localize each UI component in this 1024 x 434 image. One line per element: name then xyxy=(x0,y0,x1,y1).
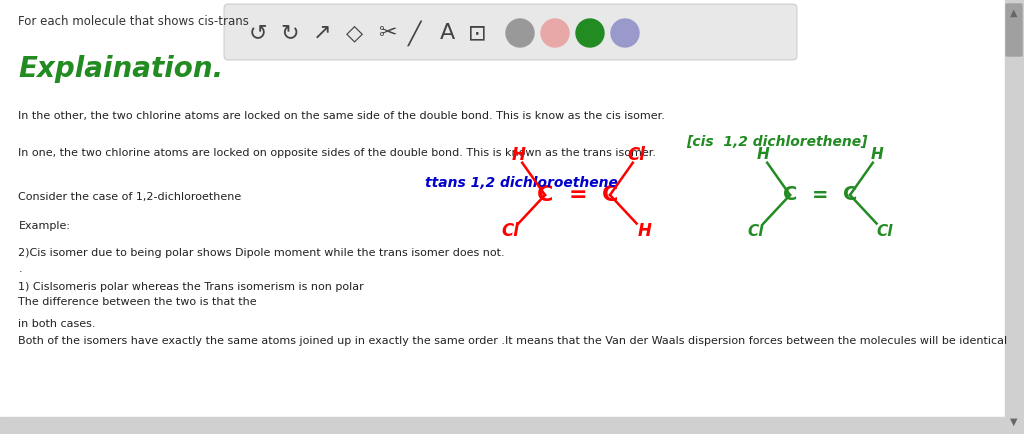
Bar xyxy=(0,417,1005,434)
Text: H: H xyxy=(638,223,651,240)
Text: Cl: Cl xyxy=(877,224,893,239)
Text: Cl: Cl xyxy=(502,223,519,240)
Text: H: H xyxy=(511,146,525,164)
Text: ╱: ╱ xyxy=(409,20,422,46)
Text: ↻: ↻ xyxy=(281,23,299,43)
Text: ◇: ◇ xyxy=(346,23,364,43)
Text: H: H xyxy=(757,147,770,162)
Text: C: C xyxy=(782,185,798,204)
Text: ✂: ✂ xyxy=(378,23,396,43)
Text: H: H xyxy=(870,147,883,162)
FancyBboxPatch shape xyxy=(1006,4,1022,56)
Text: For each molecule that shows cis-trans: For each molecule that shows cis-trans xyxy=(18,15,249,28)
Text: Example:: Example: xyxy=(18,221,71,231)
FancyBboxPatch shape xyxy=(224,4,797,60)
Text: ⊡: ⊡ xyxy=(468,23,486,43)
Text: Consider the case of 1,2-dichloroethene: Consider the case of 1,2-dichloroethene xyxy=(18,192,242,202)
Circle shape xyxy=(575,19,604,47)
Text: 2)Cis isomer due to being polar shows Dipole moment while the trans isomer does : 2)Cis isomer due to being polar shows Di… xyxy=(18,248,505,258)
Text: ↗: ↗ xyxy=(312,23,332,43)
Bar xyxy=(1005,0,1024,434)
Text: ▲: ▲ xyxy=(1011,8,1018,18)
Text: =: = xyxy=(568,185,587,205)
Text: C: C xyxy=(843,185,857,204)
Text: .: . xyxy=(18,264,23,274)
Text: In the other, the two chlorine atoms are locked on the same side of the double b: In the other, the two chlorine atoms are… xyxy=(18,111,666,121)
Text: The difference between the two is that the: The difference between the two is that t… xyxy=(18,297,257,307)
Circle shape xyxy=(541,19,569,47)
Text: Cl: Cl xyxy=(748,224,764,239)
Text: C: C xyxy=(602,185,618,205)
Text: Cl: Cl xyxy=(628,146,646,164)
Text: [cis  1,2 dichlorethene]: [cis 1,2 dichlorethene] xyxy=(686,135,867,148)
Circle shape xyxy=(506,19,534,47)
Text: In one, the two chlorine atoms are locked on opposite sides of the double bond. : In one, the two chlorine atoms are locke… xyxy=(18,148,656,158)
Text: 1) CisIsomeris polar whereas the Trans isomerism is non polar: 1) CisIsomeris polar whereas the Trans i… xyxy=(18,282,365,292)
Text: in both cases.: in both cases. xyxy=(18,319,96,329)
Text: ttans 1,2 dichloroethene: ttans 1,2 dichloroethene xyxy=(425,176,617,190)
Text: A: A xyxy=(439,23,455,43)
Text: C: C xyxy=(537,185,553,205)
Circle shape xyxy=(611,19,639,47)
Text: Explaination.: Explaination. xyxy=(18,55,223,83)
Text: ↺: ↺ xyxy=(249,23,267,43)
Text: =: = xyxy=(812,185,828,204)
Text: Both of the isomers have exactly the same atoms joined up in exactly the same or: Both of the isomers have exactly the sam… xyxy=(18,336,1008,346)
Text: ▼: ▼ xyxy=(1011,417,1018,427)
